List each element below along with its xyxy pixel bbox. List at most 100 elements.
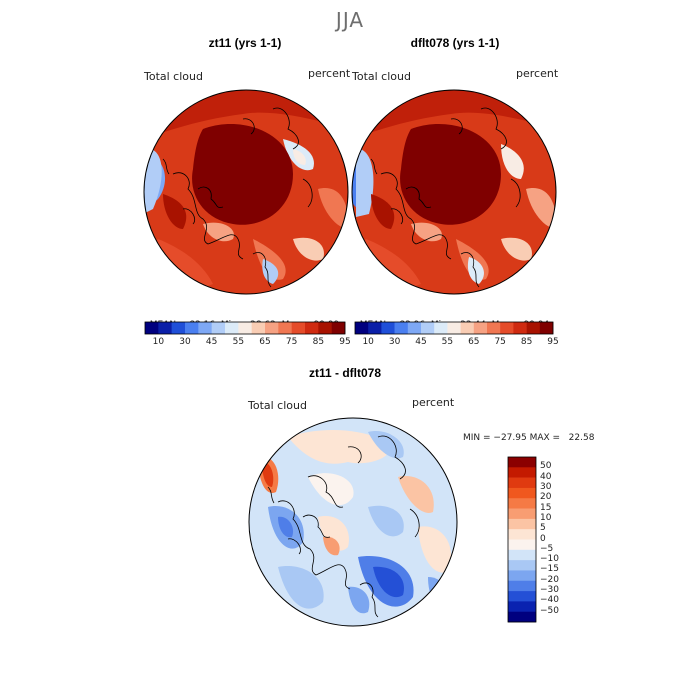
panel1-colorbar-swatch [305, 322, 319, 334]
panel1-units-label: percent [308, 67, 351, 80]
panel2-colorbar-swatch [421, 322, 435, 334]
panel1-colorbar-swatch [265, 322, 279, 334]
diff-colorbar-tick-label: 40 [540, 471, 552, 482]
panel1-colorbar-ticks: 10 30 45 55 65 75 85 95 [145, 337, 351, 349]
panel1-colorbar-swatch [145, 322, 159, 334]
panel1-colorbar-tick-label: 55 [232, 337, 245, 347]
panel1-colorbar-swatch [278, 322, 292, 334]
panel1-variable-label: Total cloud [144, 70, 203, 83]
diff-colorbar-swatch [508, 570, 536, 582]
diff-colorbar-swatch [508, 498, 536, 509]
panel2-colorbar-tick-label: 65 [468, 337, 480, 347]
diff-colorbar-swatch [508, 477, 536, 489]
diff-units-label: percent [412, 396, 455, 409]
diff-colorbar-swatch [508, 539, 536, 551]
panel2-colorbar [354, 321, 554, 335]
panel2-colorbar-swatch [513, 322, 527, 334]
diff-colorbar-swatch [508, 611, 536, 623]
panel1-colorbar-swatch [158, 322, 172, 334]
panel2-polar-map [351, 89, 557, 295]
diff-colorbar-swatch [508, 518, 536, 530]
panel1-colorbar-swatch [211, 322, 226, 334]
diff-colorbar-swatch [508, 560, 536, 571]
diff-colorbar-tick-label: 0 [540, 533, 546, 544]
panel2-colorbar-swatch [500, 322, 514, 334]
panel1-polar-map [143, 89, 349, 295]
diff-colorbar-tick-label: 20 [540, 492, 552, 503]
diff-colorbar-swatch [508, 508, 536, 520]
panel1-colorbar-swatch [318, 322, 332, 334]
panel1-colorbar-swatch [171, 322, 186, 334]
diff-polar-map [248, 417, 458, 627]
panel2-colorbar-swatch [473, 322, 488, 334]
diff-minmax: MIN = −27.95 MAX = 22.58 [463, 433, 595, 443]
panel1-colorbar-swatch [185, 322, 199, 334]
panel2-colorbar-swatch [460, 322, 475, 334]
panel1-colorbar-tick-label: 45 [205, 337, 218, 347]
panel1-colorbar-tick-label: 75 [285, 337, 298, 347]
panel2-colorbar-tick-label: 85 [520, 337, 533, 347]
diff-colorbar-tick-label: −50 [540, 605, 559, 616]
diff-colorbar [507, 456, 537, 623]
panel1-colorbar-swatch [225, 322, 239, 334]
panel2-colorbar-swatch [434, 322, 448, 334]
diff-colorbar-swatch [508, 467, 536, 478]
diff-colorbar-swatch [508, 487, 536, 499]
panel2-colorbar-swatch [394, 322, 409, 334]
panel2-colorbar-swatch [381, 322, 395, 334]
panel2-colorbar-tick-label: 30 [388, 337, 401, 347]
diff-colorbar-tick-label: −20 [540, 574, 559, 585]
diff-colorbar-swatch [508, 529, 536, 540]
diff-variable-label: Total cloud [248, 399, 307, 412]
panel2-colorbar-swatch [526, 322, 541, 334]
panel1-colorbar-swatch [251, 322, 266, 334]
panel1-colorbar-swatch [331, 322, 346, 334]
season-title: JJA [335, 8, 365, 32]
panel2-colorbar-ticks: 10 30 45 55 65 75 85 95 [355, 337, 558, 349]
panel1-colorbar [144, 321, 346, 335]
panel2-colorbar-tick-label: 75 [494, 337, 506, 347]
diff-title: zt11 - dflt078 [308, 366, 382, 380]
panel2-colorbar-tick-label: 45 [415, 337, 427, 347]
panel2-colorbar-tick-label: 95 [547, 337, 559, 347]
panel2-colorbar-swatch [487, 322, 501, 334]
diff-colorbar-tick-label: 15 [540, 502, 552, 513]
panel2-units-label: percent [516, 67, 559, 80]
panel2-colorbar-tick-label: 55 [441, 337, 454, 347]
panel2-colorbar-frame [354, 321, 554, 335]
panel1-colorbar-frame [144, 321, 346, 335]
panel1-colorbar-swatch [198, 322, 212, 334]
diff-colorbar-swatch [508, 601, 536, 612]
panel2-variable-label: Total cloud [352, 70, 411, 83]
panel2-colorbar-tick-label: 10 [362, 337, 374, 347]
panel2-title: dflt078 (yrs 1-1) [410, 36, 500, 50]
diff-colorbar-swatch [508, 549, 536, 561]
panel2-colorbar-swatch [407, 322, 422, 334]
diff-colorbar-tick-label: −30 [540, 585, 559, 596]
diff-colorbar-tick-label: −5 [540, 543, 554, 554]
diff-colorbar-tick-label: −10 [540, 554, 559, 565]
diff-colorbar-tick-label: −40 [540, 595, 559, 606]
panel1-colorbar-tick-label: 85 [312, 337, 325, 347]
diff-colorbar-frame [507, 456, 537, 623]
panel1-colorbar-tick-label: 95 [339, 337, 351, 347]
panel2-colorbar-swatch [368, 322, 382, 334]
panel1-colorbar-swatch [291, 322, 306, 334]
panel1-colorbar-tick-label: 65 [259, 337, 271, 347]
panel2-colorbar-swatch [447, 322, 461, 334]
diff-colorbar-ticks: 50 40 30 20 15 10 5 0 −5 −10 −15 −20 −30 −40 −50 [540, 457, 580, 622]
panel1-colorbar-tick-label: 30 [179, 337, 191, 347]
diff-colorbar-swatch [508, 457, 536, 468]
panel1-colorbar-swatch [238, 322, 252, 334]
panel1-title: zt11 (yrs 1-1) [208, 36, 282, 50]
diff-colorbar-tick-label: 10 [540, 512, 552, 523]
diff-colorbar-tick-label: 30 [540, 481, 552, 492]
panel2-colorbar-swatch [539, 322, 554, 334]
diff-colorbar-tick-label: 50 [540, 461, 552, 472]
diff-colorbar-tick-label: 5 [540, 523, 546, 534]
diff-colorbar-tick-label: −15 [540, 564, 559, 575]
panel2-colorbar-swatch [355, 322, 369, 334]
diff-colorbar-swatch [508, 591, 536, 602]
panel1-colorbar-tick-label: 10 [152, 337, 165, 347]
diff-colorbar-swatch [508, 580, 536, 592]
